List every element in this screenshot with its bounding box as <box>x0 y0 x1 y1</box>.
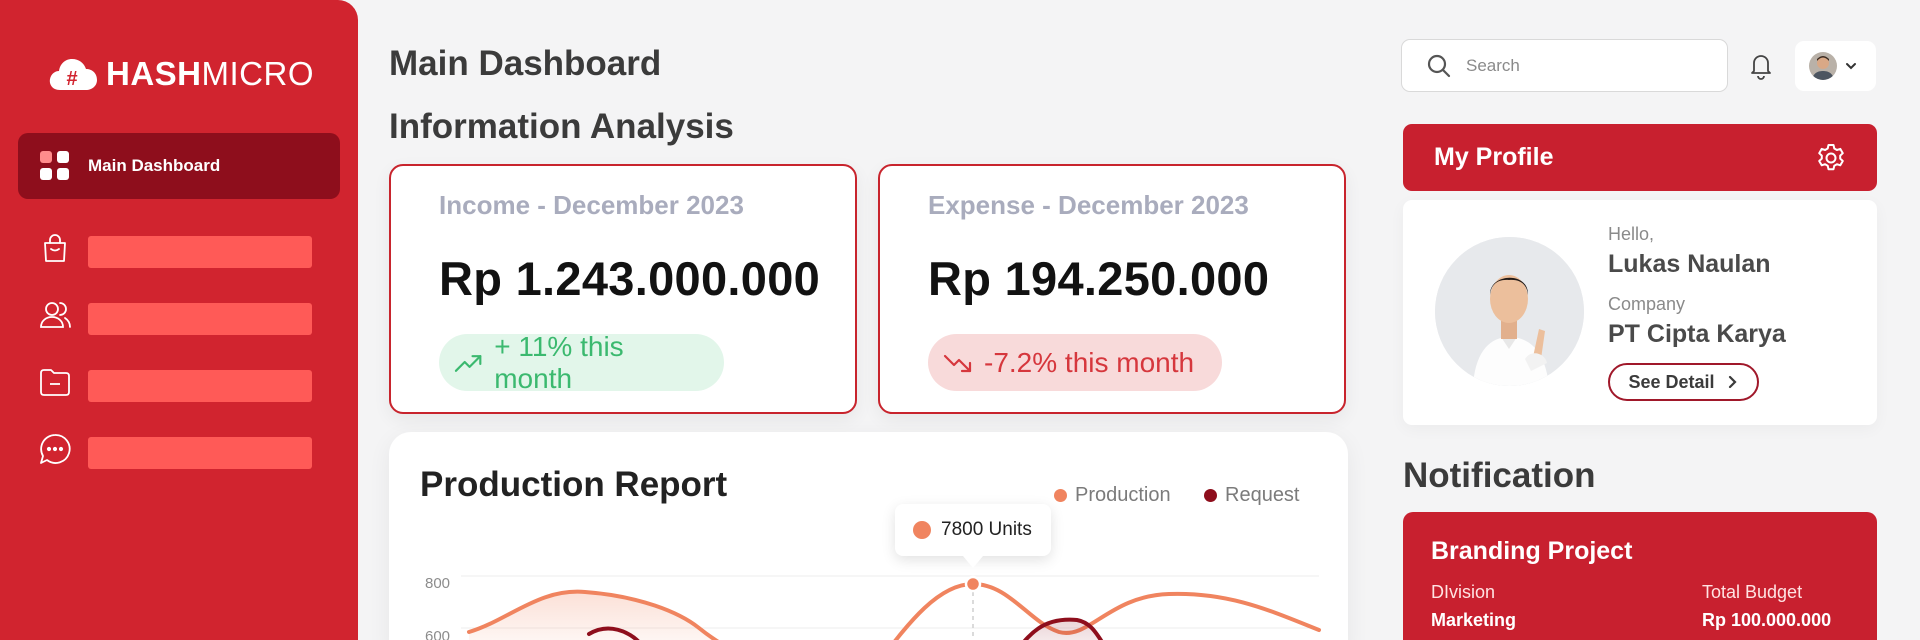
chevron-down-icon <box>1846 63 1856 70</box>
brand-logo[interactable]: # HASHMICRO <box>48 52 314 96</box>
sidebar-item-placeholder-label <box>88 303 312 335</box>
greeting-label: Hello, <box>1608 224 1655 244</box>
company-label: Company <box>1608 294 1686 314</box>
notification-title: Notification <box>1403 456 1596 495</box>
profile-photo <box>1435 237 1584 386</box>
request-area <box>1025 619 1101 640</box>
income-card: Income - December 2023 Rp 1.243.000.000 … <box>389 164 857 414</box>
income-change-badge: + 11% this month <box>439 331 724 394</box>
profile-title: My Profile <box>1434 143 1554 171</box>
sidebar-item-placeholder-label <box>88 236 312 268</box>
users-icon <box>40 302 71 328</box>
division-value: Marketing <box>1431 610 1517 630</box>
legend-label: Production <box>1075 484 1171 506</box>
chart-tooltip: 7800 Units <box>895 504 1051 568</box>
division-label: DIvision <box>1431 582 1496 602</box>
y-tick-label: 600 <box>425 628 451 640</box>
tooltip-text: 7800 Units <box>941 519 1032 540</box>
legend-item-production[interactable]: Production <box>1054 484 1171 507</box>
sidebar-item-label: Main Dashboard <box>88 156 221 175</box>
user-name: Lukas Naulan <box>1608 250 1771 278</box>
sidebar-item-placeholder-label <box>88 370 312 402</box>
folder-icon <box>40 369 70 396</box>
income-value: Rp 1.243.000.000 <box>439 252 821 305</box>
notification-card[interactable]: Branding Project DIvision Marketing Tota… <box>1403 512 1877 640</box>
chat-icon <box>40 434 71 464</box>
page-title: Main Dashboard <box>389 44 662 83</box>
y-tick-label: 800 <box>425 575 451 592</box>
company-name: PT Cipta Karya <box>1608 320 1786 348</box>
brand-name: HASHMICRO <box>106 55 315 92</box>
cloud-logo-icon: # <box>49 59 97 90</box>
shopping-bag-icon <box>44 234 66 262</box>
expense-change-text: -7.2% this month <box>984 346 1195 378</box>
tooltip-dot <box>913 521 931 539</box>
trend-down-icon <box>943 354 972 372</box>
sidebar-item-files[interactable] <box>38 360 312 404</box>
gear-icon[interactable] <box>1815 142 1847 174</box>
legend-dot <box>1204 489 1217 502</box>
bell-icon[interactable] <box>1746 50 1776 80</box>
profile-card: Hello, Lukas Naulan Company PT Cipta Kar… <box>1403 200 1877 425</box>
report-title: Production Report <box>420 465 728 504</box>
search-box[interactable] <box>1401 39 1728 92</box>
sidebar-item-main-dashboard[interactable]: Main Dashboard <box>18 133 340 199</box>
production-chart <box>461 575 1321 640</box>
profile-header: My Profile <box>1403 124 1877 191</box>
expense-label: Expense - December 2023 <box>928 190 1249 220</box>
budget-value: Rp 100.000.000 <box>1702 610 1832 630</box>
svg-text:#: # <box>66 68 77 90</box>
legend-item-request[interactable]: Request <box>1204 484 1300 507</box>
expense-value: Rp 194.250.000 <box>928 252 1270 305</box>
sidebar-item-users[interactable] <box>38 293 312 337</box>
legend-dot <box>1054 489 1067 502</box>
highlight-point <box>964 575 982 593</box>
income-label: Income - December 2023 <box>439 190 744 220</box>
search-icon <box>1427 54 1451 77</box>
sidebar-item-orders[interactable] <box>38 226 312 270</box>
budget-label: Total Budget <box>1702 582 1803 602</box>
search-input[interactable] <box>1466 55 1706 76</box>
trend-up-icon <box>454 354 482 372</box>
income-change-text: + 11% this month <box>494 330 624 394</box>
grid-icon <box>40 151 69 180</box>
expense-change-badge: -7.2% this month <box>928 334 1222 391</box>
see-detail-button[interactable]: See Detail <box>1608 363 1759 401</box>
expense-card: Expense - December 2023 Rp 194.250.000 -… <box>878 164 1346 414</box>
production-line <box>467 589 720 640</box>
section-title: Information Analysis <box>389 107 734 146</box>
production-area <box>469 591 716 640</box>
sidebar: # HASHMICRO Main Dashboard <box>0 0 358 640</box>
user-menu[interactable] <box>1795 41 1876 91</box>
production-report-card: Production Report Production Request 780… <box>389 432 1348 640</box>
request-line <box>1022 617 1104 640</box>
see-detail-label: See Detail <box>1628 371 1715 392</box>
notification-card-title: Branding Project <box>1431 537 1633 565</box>
sidebar-item-messages[interactable] <box>38 427 312 471</box>
chevron-right-icon <box>1728 375 1737 389</box>
avatar <box>1809 52 1837 80</box>
legend-label: Request <box>1225 484 1300 506</box>
production-line <box>893 581 1321 640</box>
sidebar-item-placeholder-label <box>88 437 312 469</box>
